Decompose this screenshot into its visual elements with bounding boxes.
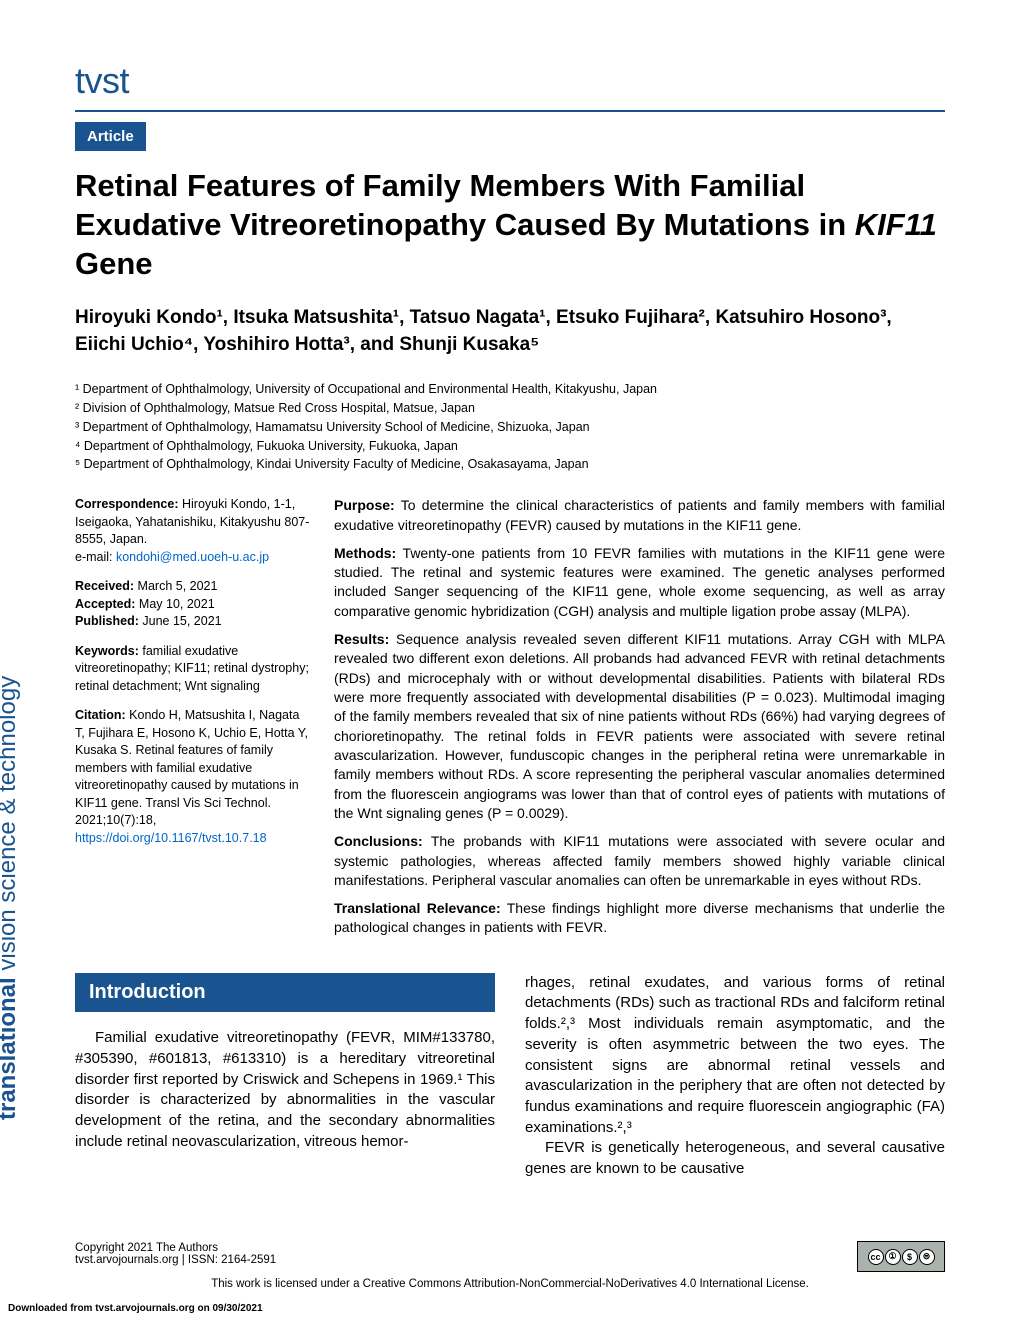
abstract-methods: Methods: Twenty-one patients from 10 FEV… [334,544,945,621]
intro-row: Introduction Familial exudative vitreore… [75,973,945,1180]
vertical-rest: vision science & technology [0,676,21,978]
doi-link[interactable]: https://doi.org/10.1167/tvst.10.7.18 [75,831,267,845]
published-date: June 15, 2021 [139,614,222,628]
copyright: Copyright 2021 The Authors [75,1242,276,1254]
title-gene: KIF11 [855,207,937,242]
affiliation-3: ³ Department of Ophthalmology, Hamamatsu… [75,418,945,437]
intro-right-p2: FEVR is genetically heterogeneous, and s… [525,1138,945,1179]
abstract-results: Results: Sequence analysis revealed seve… [334,630,945,823]
license-text: This work is licensed under a Creative C… [75,1278,945,1290]
footer-top: Copyright 2021 The Authors tvst.arvojour… [75,1242,945,1266]
footer-left: Copyright 2021 The Authors tvst.arvojour… [75,1242,276,1266]
purpose-label: Purpose: [334,497,395,513]
received-label: Received: [75,579,134,593]
meta-abstract-row: Correspondence: Hiroyuki Kondo, 1-1, Ise… [75,496,945,947]
issn: tvst.arvojournals.org | ISSN: 2164-2591 [75,1254,276,1266]
results-text: Sequence analysis revealed seven differe… [334,631,945,821]
affiliations: ¹ Department of Ophthalmology, Universit… [75,380,945,474]
citation-text: Kondo H, Matsushita I, Nagata T, Fujihar… [75,708,308,827]
title-post: Gene [75,246,153,281]
title-pre: Retinal Features of Family Members With … [75,168,855,242]
download-note: Downloaded from tvst.arvojournals.org on… [8,1303,263,1314]
affiliation-2: ² Division of Ophthalmology, Matsue Red … [75,399,945,418]
intro-right-p1: rhages, retinal exudates, and various fo… [525,973,945,1139]
email-link[interactable]: kondohi@med.uoeh-u.ac.jp [116,550,269,564]
by-icon: ① [885,1249,901,1265]
published-label: Published: [75,614,139,628]
correspondence-block: Correspondence: Hiroyuki Kondo, 1-1, Ise… [75,496,310,566]
email-label: e-mail: [75,550,116,564]
results-label: Results: [334,631,389,647]
methods-text: Twenty-one patients from 10 FEVR familie… [334,545,945,619]
relevance-label: Translational Relevance: [334,900,501,916]
cc-icons: cc ① $ ⊜ [868,1249,935,1265]
affiliation-5: ⁵ Department of Ophthalmology, Kindai Un… [75,455,945,474]
citation-label: Citation: [75,708,126,722]
intro-left-column: Introduction Familial exudative vitreore… [75,973,495,1180]
correspondence-label: Correspondence: [75,497,179,511]
footer: Copyright 2021 The Authors tvst.arvojour… [75,1242,945,1290]
nd-icon: ⊜ [919,1249,935,1265]
purpose-text: To determine the clinical characteristic… [334,497,945,532]
journal-vertical-label: translational vision science & technolog… [0,676,22,1120]
header-divider [75,110,945,112]
abstract-purpose: Purpose: To determine the clinical chara… [334,496,945,535]
abstract-column: Purpose: To determine the clinical chara… [334,496,945,947]
conclusions-text: The probands with KIF11 mutations were a… [334,833,945,888]
intro-left-text: Familial exudative vitreoretinopathy (FE… [75,1028,495,1152]
methods-label: Methods: [334,545,396,561]
affiliation-4: ⁴ Department of Ophthalmology, Fukuoka U… [75,437,945,456]
article-title: Retinal Features of Family Members With … [75,167,945,283]
accepted-label: Accepted: [75,597,135,611]
article-badge: Article [75,122,146,151]
citation-block: Citation: Kondo H, Matsushita I, Nagata … [75,707,310,847]
authors: Hiroyuki Kondo¹, Itsuka Matsushita¹, Tat… [75,305,945,358]
dates-block: Received: March 5, 2021 Accepted: May 10… [75,578,310,631]
cc-license-badge[interactable]: cc ① $ ⊜ [857,1241,945,1272]
conclusions-label: Conclusions: [334,833,423,849]
affiliation-1: ¹ Department of Ophthalmology, Universit… [75,380,945,399]
intro-right-column: rhages, retinal exudates, and various fo… [525,973,945,1180]
abstract-conclusions: Conclusions: The probands with KIF11 mut… [334,832,945,890]
vertical-bold: translational [0,977,21,1120]
journal-name: tvst [75,60,945,102]
received-date: March 5, 2021 [134,579,217,593]
cc-icon: cc [868,1249,884,1265]
keywords-label: Keywords: [75,644,139,658]
accepted-date: May 10, 2021 [135,597,214,611]
meta-column: Correspondence: Hiroyuki Kondo, 1-1, Ise… [75,496,310,947]
nc-icon: $ [902,1249,918,1265]
abstract-relevance: Translational Relevance: These findings … [334,899,945,938]
intro-heading: Introduction [75,973,495,1013]
keywords-block: Keywords: familial exudative vitreoretin… [75,643,310,696]
